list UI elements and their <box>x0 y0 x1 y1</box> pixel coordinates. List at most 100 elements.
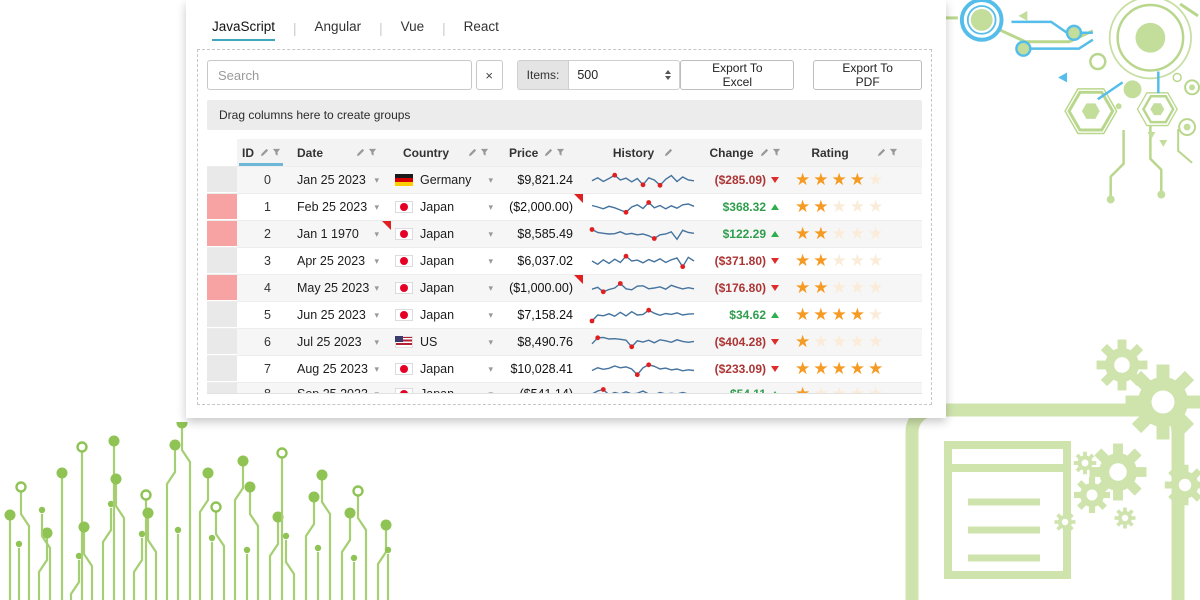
items-select[interactable]: 500 <box>568 60 681 90</box>
edit-sort-icon[interactable] <box>260 148 269 157</box>
chevron-down-icon[interactable]: ▾ <box>374 174 379 185</box>
chevron-down-icon[interactable]: ▾ <box>374 201 379 212</box>
cell-country[interactable]: Japan ▾ <box>391 221 503 247</box>
column-header-id[interactable]: ID <box>237 139 285 166</box>
chevron-down-icon[interactable]: ▾ <box>488 174 493 185</box>
star-icon[interactable]: ★ <box>831 278 850 297</box>
star-icon[interactable]: ★ <box>849 170 868 189</box>
chevron-down-icon[interactable]: ▾ <box>374 282 379 293</box>
star-icon[interactable]: ★ <box>795 251 814 270</box>
cell-date[interactable]: Jan 25 2023 ▾ <box>285 167 391 193</box>
star-icon[interactable]: ★ <box>868 359 887 378</box>
star-icon[interactable]: ★ <box>868 278 887 297</box>
star-icon[interactable]: ★ <box>849 251 868 270</box>
cell-country[interactable]: Germany ▾ <box>391 167 503 193</box>
edit-sort-icon[interactable] <box>356 148 365 157</box>
tab-react[interactable]: React <box>463 19 499 34</box>
filter-icon[interactable] <box>480 148 489 157</box>
cell-country[interactable]: Japan ▾ <box>391 302 503 328</box>
chevron-down-icon[interactable]: ▾ <box>488 309 493 320</box>
chevron-down-icon[interactable]: ▾ <box>374 228 379 239</box>
star-icon[interactable]: ★ <box>868 384 886 393</box>
cell-date[interactable]: Apr 25 2023 ▾ <box>285 248 391 274</box>
star-icon[interactable]: ★ <box>868 170 887 189</box>
star-icon[interactable]: ★ <box>795 197 814 216</box>
star-icon[interactable]: ★ <box>831 224 850 243</box>
search-input[interactable] <box>207 60 472 90</box>
chevron-down-icon[interactable]: ▾ <box>488 228 493 239</box>
chevron-down-icon[interactable]: ▾ <box>374 363 379 374</box>
star-icon[interactable]: ★ <box>795 359 814 378</box>
star-icon[interactable]: ★ <box>831 251 850 270</box>
filter-icon[interactable] <box>272 148 281 157</box>
star-icon[interactable]: ★ <box>831 170 850 189</box>
column-header-history[interactable]: History <box>583 139 703 166</box>
star-icon[interactable]: ★ <box>831 197 850 216</box>
cell-date[interactable]: Jan 1 1970 ▾ <box>285 221 391 247</box>
chevron-down-icon[interactable]: ▾ <box>488 336 493 347</box>
star-icon[interactable]: ★ <box>831 305 850 324</box>
star-icon[interactable]: ★ <box>831 332 850 351</box>
star-icon[interactable]: ★ <box>868 305 887 324</box>
star-icon[interactable]: ★ <box>795 384 813 393</box>
clear-search-button[interactable]: × <box>475 60 503 90</box>
filter-icon[interactable] <box>368 148 377 157</box>
star-icon[interactable]: ★ <box>850 384 868 393</box>
chevron-down-icon[interactable]: ▾ <box>488 255 493 266</box>
chevron-down-icon[interactable]: ▾ <box>374 255 379 266</box>
cell-country[interactable]: Japan ▾ <box>391 275 503 301</box>
chevron-down-icon[interactable]: ▾ <box>374 389 379 394</box>
star-icon[interactable]: ★ <box>831 359 850 378</box>
star-icon[interactable]: ★ <box>868 197 887 216</box>
cell-country[interactable]: Japan ▾ <box>391 248 503 274</box>
filter-icon[interactable] <box>889 148 898 157</box>
cell-date[interactable]: Sep 25 2023 ▾ <box>285 383 391 393</box>
cell-date[interactable]: Feb 25 2023 ▾ <box>285 194 391 220</box>
star-icon[interactable]: ★ <box>813 359 832 378</box>
star-icon[interactable]: ★ <box>813 305 832 324</box>
chevron-down-icon[interactable]: ▾ <box>374 336 379 347</box>
star-icon[interactable]: ★ <box>813 170 832 189</box>
column-header-rating[interactable]: Rating <box>787 139 922 166</box>
star-icon[interactable]: ★ <box>795 224 814 243</box>
star-icon[interactable]: ★ <box>849 332 868 351</box>
edit-sort-icon[interactable] <box>760 148 769 157</box>
filter-icon[interactable] <box>772 148 781 157</box>
star-icon[interactable]: ★ <box>813 197 832 216</box>
edit-sort-icon[interactable] <box>664 148 673 157</box>
cell-date[interactable]: Jul 25 2023 ▾ <box>285 329 391 355</box>
chevron-down-icon[interactable]: ▾ <box>488 389 493 394</box>
star-icon[interactable]: ★ <box>868 251 887 270</box>
star-icon[interactable]: ★ <box>849 224 868 243</box>
star-icon[interactable]: ★ <box>832 384 850 393</box>
edit-sort-icon[interactable] <box>877 148 886 157</box>
chevron-down-icon[interactable]: ▾ <box>374 309 379 320</box>
star-icon[interactable]: ★ <box>813 278 832 297</box>
cell-date[interactable]: Aug 25 2023 ▾ <box>285 356 391 382</box>
cell-date[interactable]: May 25 2023 ▾ <box>285 275 391 301</box>
cell-country[interactable]: Japan ▾ <box>391 356 503 382</box>
cell-date[interactable]: Jun 25 2023 ▾ <box>285 302 391 328</box>
chevron-down-icon[interactable]: ▾ <box>488 282 493 293</box>
star-icon[interactable]: ★ <box>813 224 832 243</box>
column-header-price[interactable]: Price <box>503 139 583 166</box>
tab-angular[interactable]: Angular <box>314 19 362 34</box>
star-icon[interactable]: ★ <box>813 332 832 351</box>
column-header-country[interactable]: Country <box>391 139 503 166</box>
cell-country[interactable]: US ▾ <box>391 329 503 355</box>
star-icon[interactable]: ★ <box>849 359 868 378</box>
edit-sort-icon[interactable] <box>544 148 553 157</box>
chevron-down-icon[interactable]: ▾ <box>488 363 493 374</box>
cell-country[interactable]: Japan ▾ <box>391 383 503 393</box>
cell-country[interactable]: Japan ▾ <box>391 194 503 220</box>
star-icon[interactable]: ★ <box>795 278 814 297</box>
star-icon[interactable]: ★ <box>849 197 868 216</box>
star-icon[interactable]: ★ <box>868 332 887 351</box>
star-icon[interactable]: ★ <box>813 251 832 270</box>
column-header-date[interactable]: Date <box>285 139 391 166</box>
group-drop-zone[interactable]: Drag columns here to create groups <box>207 100 922 130</box>
star-icon[interactable]: ★ <box>795 332 814 351</box>
star-icon[interactable]: ★ <box>849 278 868 297</box>
export-excel-button[interactable]: Export To Excel <box>680 60 795 90</box>
export-pdf-button[interactable]: Export To PDF <box>813 60 922 90</box>
